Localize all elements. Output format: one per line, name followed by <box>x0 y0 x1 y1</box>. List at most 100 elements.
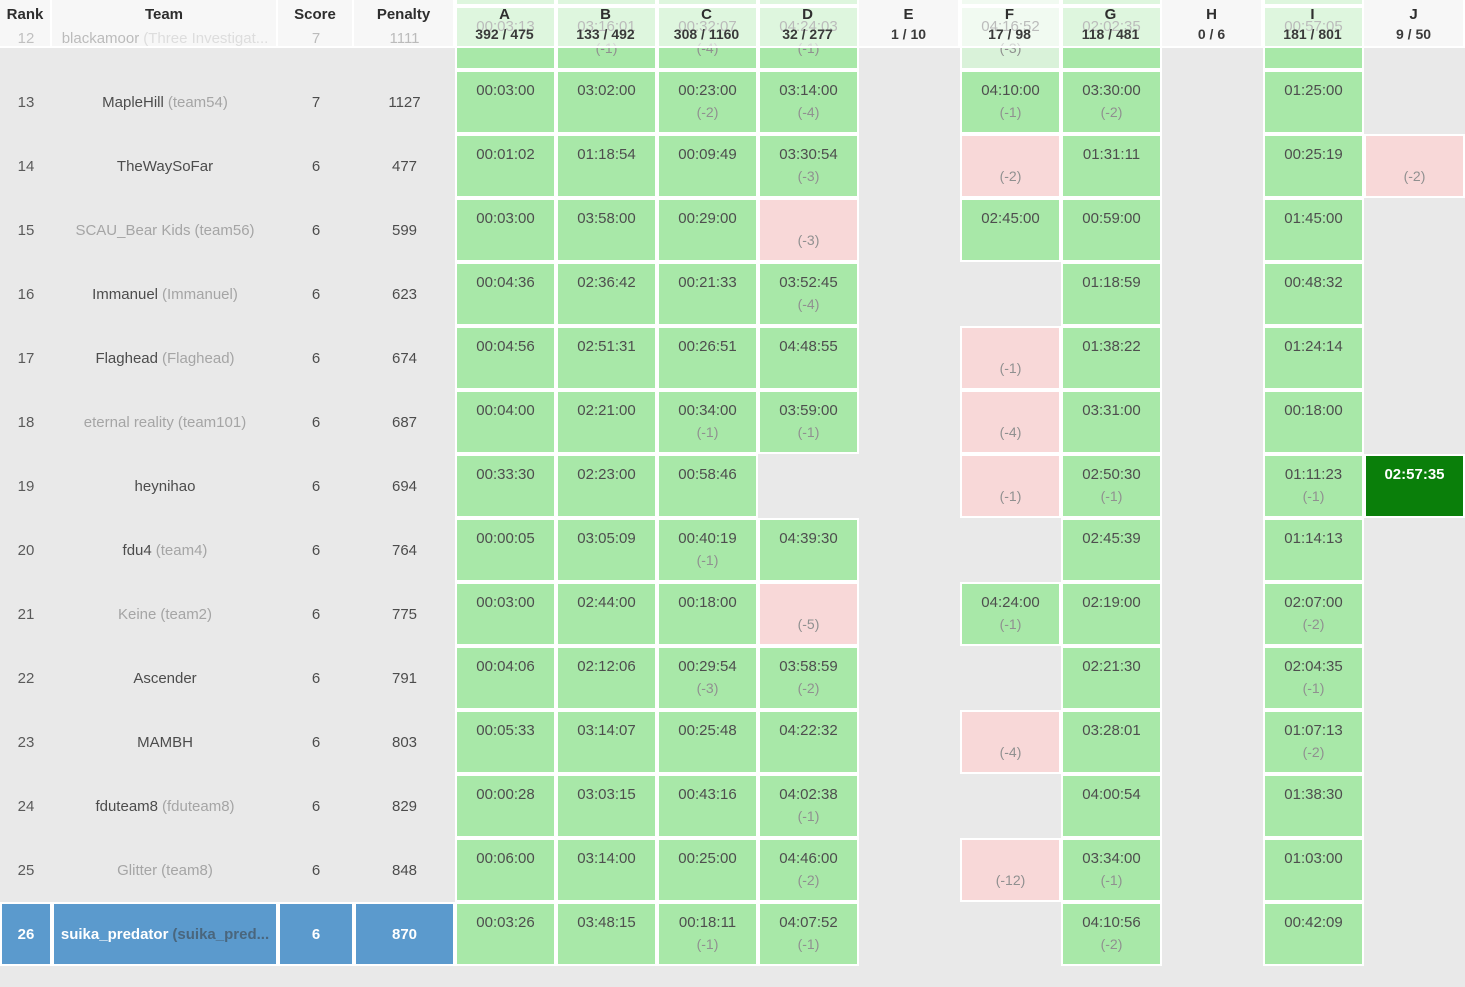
solve-time: 00:05:33 <box>476 722 535 739</box>
problem-cell-I: 01:07:13 (-2) <box>1263 710 1364 774</box>
attempt-count <box>960 932 1061 953</box>
table-row[interactable]: 23 MAMBH 6 803 00:05:33 03:14:07 00:25:48 04:22… <box>0 710 1465 774</box>
solve-time: 00:18:00 <box>1284 402 1343 419</box>
solve-time: 00:29:00 <box>678 210 737 227</box>
penalty-cell: 694 <box>391 477 418 495</box>
attempt-count: (-4) <box>999 744 1022 760</box>
problem-cell-A: 00:03:00 <box>455 582 556 646</box>
solve-time: 02:23:00 <box>577 466 636 483</box>
solve-time: 04:10:00 <box>981 82 1040 99</box>
rank-cell: 19 <box>17 477 35 495</box>
attempt-count <box>558 870 655 891</box>
attempt-count <box>1162 420 1263 441</box>
rank-cell: 15 <box>17 221 35 239</box>
problem-cell-E <box>859 262 960 326</box>
problem-cell-G: 03:30:00 (-2) <box>1061 70 1162 134</box>
solve-time <box>960 269 1061 292</box>
problem-cell-B: 03:03:15 <box>556 774 657 838</box>
attempt-count: (-3) <box>797 232 820 248</box>
solve-time: 04:46:00 <box>779 850 838 867</box>
header-sub <box>0 25 50 44</box>
problem-cell-J <box>1364 390 1465 454</box>
attempt-count <box>1364 740 1465 761</box>
problem-letter: E <box>903 6 914 23</box>
table-row[interactable]: 18 eternal reality (team101) 6 687 00:04:00 02… <box>0 390 1465 454</box>
problem-cell-D <box>758 454 859 518</box>
problem-cell-A: 00:04:06 <box>455 646 556 710</box>
solve-time <box>1364 397 1465 420</box>
attempt-count <box>457 422 554 443</box>
table-row[interactable]: 19 heynihao 6 694 00:33:30 02:23:00 00:58:46 (-… <box>0 454 1465 518</box>
rank-cell: 23 <box>17 733 35 751</box>
attempt-count <box>1063 678 1160 699</box>
solve-time: 02:21:00 <box>577 402 636 419</box>
attempt-count <box>859 612 960 633</box>
problem-cell-F: (-12) <box>960 838 1061 902</box>
score-cell: 6 <box>311 477 321 495</box>
solve-time <box>1162 141 1263 164</box>
solve-time: 04:24:00 <box>981 594 1040 611</box>
solve-time: 00:23:00 <box>678 82 737 99</box>
problem-cell-G: 00:59:00 <box>1061 198 1162 262</box>
table-row[interactable]: 25 Glitter (team8) 6 848 00:06:00 03:14:00 00:2… <box>0 838 1465 902</box>
attempt-count <box>1063 358 1160 379</box>
table-row[interactable]: 13 MapleHill (team54) 7 1127 00:03:00 03:02:00… <box>0 70 1465 134</box>
attempt-count: (-12) <box>995 872 1026 888</box>
solve-time: 04:48:55 <box>779 338 838 355</box>
attempt-count <box>960 804 1061 825</box>
problem-cell-F: (-4) <box>960 390 1061 454</box>
table-row[interactable]: 14 TheWaySoFar 6 477 00:01:02 01:18:54 00:09:4… <box>0 134 1465 198</box>
team-cell: suika_predator (suika_pred... <box>52 902 278 966</box>
problem-cell-J <box>1364 518 1465 582</box>
problem-letter: G <box>1104 6 1117 23</box>
attempt-count <box>457 486 554 507</box>
solve-time: 02:57:35 <box>1384 466 1445 483</box>
solve-time: 00:25:48 <box>678 722 737 739</box>
solve-time: 00:03:00 <box>476 210 535 227</box>
problem-stats: 308 / 1160 <box>673 26 740 42</box>
problem-cell-I: 01:24:14 <box>1263 326 1364 390</box>
solve-time: 03:02:00 <box>577 82 636 99</box>
problem-cell-E <box>859 390 960 454</box>
attempt-count <box>457 294 554 315</box>
scoreboard-header: Rank Team Score Penalty A 392 / 475 B 133 / 492… <box>0 0 1465 48</box>
problem-cell-E <box>859 198 960 262</box>
solve-time: 02:04:35 <box>1284 658 1343 675</box>
solve-time: 00:18:00 <box>678 594 737 611</box>
team-name: fdu4 <box>122 541 152 559</box>
table-row[interactable]: 17 Flaghead (Flaghead) 6 674 00:04:56 02:51:31… <box>0 326 1465 390</box>
solve-time <box>1364 269 1465 292</box>
table-row[interactable]: 21 Keine (team2) 6 775 00:03:00 02:44:00 00:18:… <box>0 582 1465 646</box>
solve-time: 02:21:30 <box>1082 658 1141 675</box>
solve-time <box>1162 845 1263 868</box>
table-row[interactable]: 16 Immanuel (Immanuel) 6 623 00:04:36 02:36:42… <box>0 262 1465 326</box>
solve-time: 03:14:00 <box>779 82 838 99</box>
rank-cell: 25 <box>17 861 35 879</box>
problem-cell-H <box>1162 902 1263 966</box>
header-label: Penalty <box>376 6 431 23</box>
penalty-cell: 848 <box>391 861 418 879</box>
problem-cell-C: 00:21:33 <box>657 262 758 326</box>
solve-time <box>859 397 960 420</box>
attempt-count <box>1366 486 1463 507</box>
attempt-count <box>1063 550 1160 571</box>
table-row[interactable]: 26 suika_predator (suika_pred... 6 870 00:03:… <box>0 902 1465 966</box>
table-row[interactable]: 22 Ascender 6 791 00:04:06 02:12:06 00:29:54 (-… <box>0 646 1465 710</box>
problem-cell-C: 00:34:00 (-1) <box>657 390 758 454</box>
problem-cell-F <box>960 646 1061 710</box>
table-row[interactable]: 15 SCAU_Bear Kids (team56) 6 599 00:03:00 03:5… <box>0 198 1465 262</box>
score-cell: 6 <box>311 285 321 303</box>
attempt-count <box>960 292 1061 313</box>
attempt-count <box>1063 294 1160 315</box>
solve-time <box>760 591 857 614</box>
rank-cell: 16 <box>17 285 35 303</box>
attempt-count <box>1162 228 1263 249</box>
attempt-count <box>1063 742 1160 763</box>
solve-time <box>758 461 859 484</box>
attempt-count <box>859 676 960 697</box>
attempt-count <box>659 294 756 315</box>
table-row[interactable]: 20 fdu4 (team4) 6 764 00:00:05 03:05:09 00:40:1… <box>0 518 1465 582</box>
team-name: Keine <box>117 605 157 623</box>
table-row[interactable]: 24 fduteam8 (fduteam8) 6 829 00:00:28 03:03:15… <box>0 774 1465 838</box>
